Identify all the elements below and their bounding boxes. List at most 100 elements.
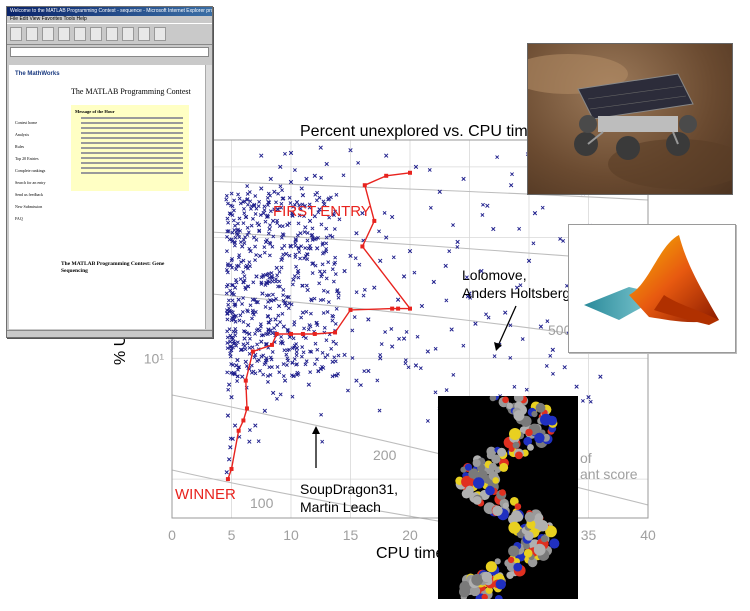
scatter-point <box>241 200 246 204</box>
scatter-point <box>281 362 286 366</box>
scatter-point <box>268 223 272 228</box>
scatter-point <box>224 284 229 289</box>
scatter-point <box>366 368 371 374</box>
scatter-point <box>317 207 322 212</box>
browser-toolbar <box>7 23 212 45</box>
progression-point <box>269 342 274 347</box>
scatter-point <box>244 215 249 219</box>
scatter-point <box>229 348 234 353</box>
scatter-point <box>233 223 237 228</box>
scatter-point <box>312 362 317 366</box>
scatter-point <box>551 371 555 376</box>
scatter-point <box>360 211 365 216</box>
scatter-point <box>303 362 308 367</box>
scatter-point <box>330 318 335 323</box>
scatter-point <box>233 278 238 282</box>
scatter-point <box>508 183 514 188</box>
y-tick-label: 10¹ <box>144 350 165 366</box>
scatter-point <box>305 238 310 243</box>
scatter-point <box>314 198 319 203</box>
scatter-point <box>260 291 265 296</box>
scatter-point <box>310 232 315 237</box>
scatter-point <box>282 378 288 383</box>
scatter-point <box>281 196 286 201</box>
scatter-point <box>247 351 252 356</box>
x-axis-label: CPU time <box>376 545 445 562</box>
scatter-point <box>226 302 231 307</box>
scatter-point <box>331 212 336 217</box>
scatter-point <box>304 176 309 182</box>
scatter-point <box>297 213 302 218</box>
sidebar-item: FAQ <box>15 216 23 221</box>
scatter-point <box>333 255 338 260</box>
scatter-point <box>318 269 322 274</box>
scatter-point <box>242 278 247 283</box>
scatter-point <box>232 228 237 232</box>
scatter-point <box>300 310 306 315</box>
scatter-point <box>225 413 231 418</box>
scatter-point <box>508 355 513 360</box>
scatter-point <box>266 314 271 319</box>
scatter-point <box>258 368 262 373</box>
x-tick-label: 15 <box>343 527 359 543</box>
scatter-point <box>331 279 336 284</box>
scatter-point <box>299 315 304 320</box>
scatter-point <box>562 365 567 370</box>
scatter-point <box>305 231 310 235</box>
scatter-point <box>468 295 473 300</box>
scatter-point <box>230 363 235 367</box>
progression-point <box>360 244 365 249</box>
scatter-point <box>350 356 355 360</box>
scatter-point <box>418 366 423 371</box>
scatter-point <box>334 192 339 197</box>
scatter-point <box>238 240 243 244</box>
scatter-point <box>245 192 250 196</box>
scatter-point <box>262 408 267 413</box>
scatter-point <box>261 353 266 358</box>
scatter-point <box>561 238 566 243</box>
scatter-point <box>333 260 338 265</box>
scatter-point <box>262 204 267 209</box>
browser-titlebar: Welcome to the MATLAB Programming Contes… <box>7 7 212 16</box>
scatter-point <box>231 218 236 223</box>
lolomove-label-line1: Lolomove, <box>462 267 527 283</box>
soupdragon-label-line2: Martin Leach <box>300 499 381 515</box>
scatter-point <box>274 200 278 205</box>
scatter-point <box>226 382 232 387</box>
scatter-point <box>271 234 276 239</box>
progression-point <box>236 428 241 433</box>
scatter-point <box>239 260 243 264</box>
scatter-point <box>480 213 485 217</box>
scatter-point <box>284 294 289 299</box>
scatter-point <box>302 230 307 234</box>
scatter-point <box>290 282 295 287</box>
scatter-point <box>241 221 246 226</box>
progression-point <box>372 218 377 223</box>
scatter-point <box>229 309 234 314</box>
scatter-point <box>250 316 254 321</box>
scatter-point <box>292 320 297 324</box>
scatter-point <box>330 374 335 379</box>
scatter-point <box>229 237 234 242</box>
scatter-point <box>305 287 310 293</box>
scatter-point <box>258 324 263 329</box>
scatter-point <box>296 275 301 280</box>
scatter-point <box>425 418 430 423</box>
browser-menubar: File Edit View Favorites Tools Help <box>10 16 87 22</box>
scatter-point <box>256 327 260 332</box>
scatter-point <box>275 218 279 223</box>
scatter-point <box>247 331 252 337</box>
scatter-point <box>224 193 229 198</box>
scatter-point <box>352 315 357 319</box>
progression-point <box>348 307 353 312</box>
progression-point <box>408 170 412 175</box>
scatter-point <box>241 270 246 275</box>
scatter-point <box>313 341 318 346</box>
scatter-point <box>229 283 234 288</box>
scatter-point <box>240 244 245 249</box>
scatter-point <box>287 301 292 306</box>
progression-point <box>225 477 230 482</box>
scatter-point <box>492 354 497 359</box>
scatter-point <box>280 339 284 344</box>
scatter-point <box>257 229 262 234</box>
